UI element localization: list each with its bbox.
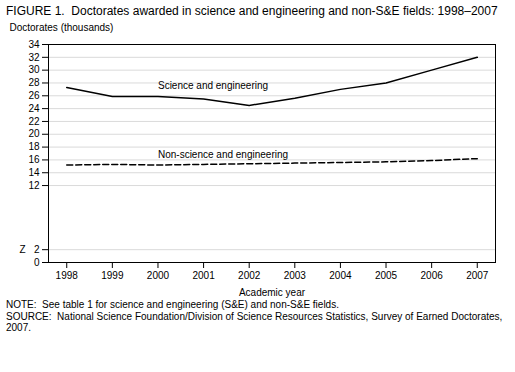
svg-text:30: 30 <box>28 64 40 75</box>
svg-text:26: 26 <box>28 90 40 101</box>
svg-text:Z: Z <box>19 244 25 255</box>
svg-text:22: 22 <box>28 116 40 127</box>
svg-text:2: 2 <box>34 244 40 255</box>
svg-text:2000: 2000 <box>147 270 170 281</box>
svg-text:1999: 1999 <box>101 270 124 281</box>
svg-text:34: 34 <box>28 39 40 50</box>
svg-text:2004: 2004 <box>329 270 352 281</box>
svg-text:18: 18 <box>28 141 40 152</box>
html-text:FIGURE 1. Doctorates awarded i: FIGURE 1. Doctorates awarded in science … <box>6 4 498 18</box>
svg-text:20: 20 <box>28 128 40 139</box>
html-text:SOURCE: National Science Found: SOURCE: National Science Foundation/Divi… <box>6 311 506 333</box>
svg-text:2007: 2007 <box>466 270 489 281</box>
svg-text:Doctorates (thousands): Doctorates (thousands) <box>10 22 114 33</box>
svg-text:2001: 2001 <box>192 270 215 281</box>
svg-text:14: 14 <box>28 167 40 178</box>
svg-text:Academic year: Academic year <box>239 287 306 298</box>
svg-text:1998: 1998 <box>56 270 79 281</box>
svg-text:12: 12 <box>28 180 40 191</box>
svg-text:2003: 2003 <box>284 270 307 281</box>
html-text:NOTE: See table 1 for science: NOTE: See table 1 for science and engine… <box>6 299 339 310</box>
svg-text:16: 16 <box>28 154 40 165</box>
svg-text:2006: 2006 <box>421 270 444 281</box>
svg-text:28: 28 <box>28 77 40 88</box>
svg-text:2002: 2002 <box>238 270 261 281</box>
svg-text:32: 32 <box>28 52 40 63</box>
svg-text:Science and engineering: Science and engineering <box>158 80 268 91</box>
svg-text:2005: 2005 <box>375 270 398 281</box>
svg-text:24: 24 <box>28 103 40 114</box>
svg-text:Non-science and engineering: Non-science and engineering <box>158 149 288 160</box>
svg-text:0: 0 <box>34 257 40 268</box>
